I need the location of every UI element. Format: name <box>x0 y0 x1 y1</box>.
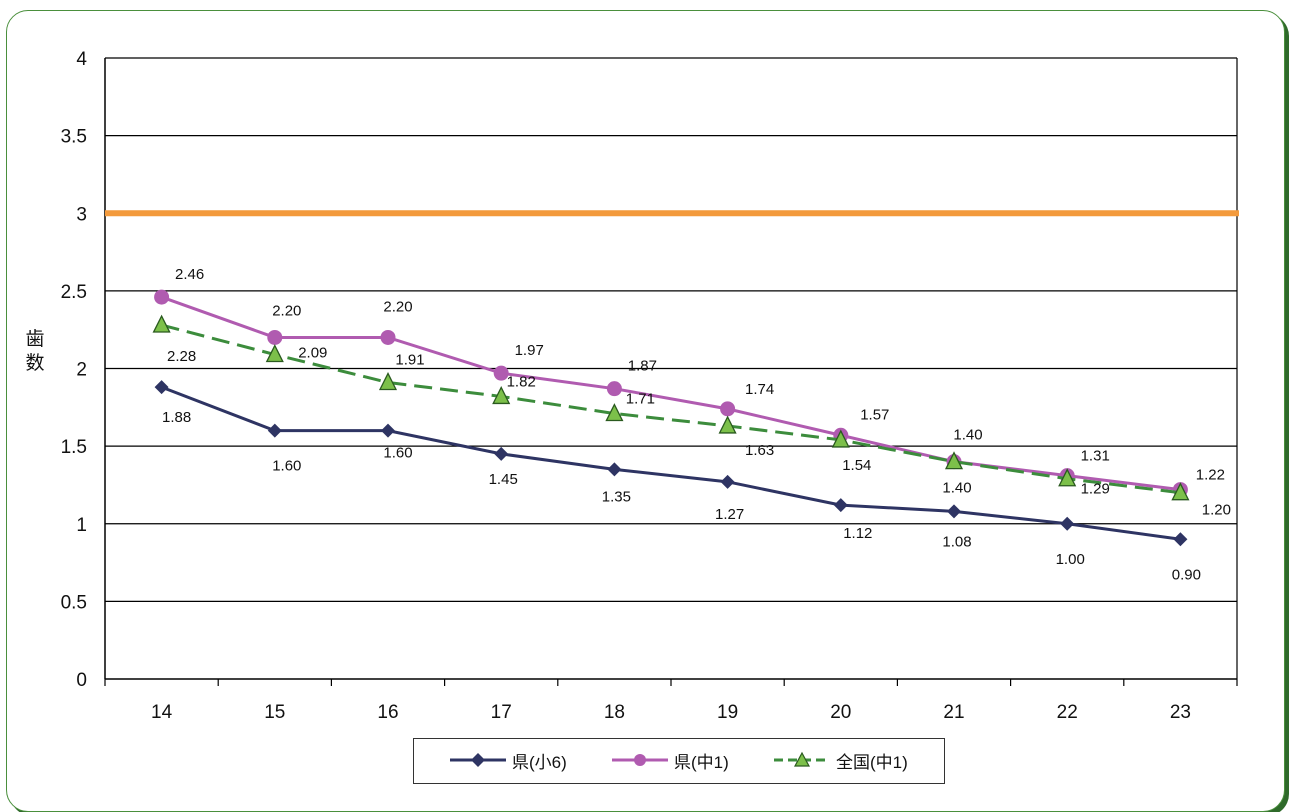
series-line-2 <box>161 323 1181 495</box>
data-label: 1.57 <box>860 406 889 423</box>
legend-label-1: 県(中1) <box>674 752 729 772</box>
legend-swatch-1 <box>612 754 668 766</box>
data-point <box>265 344 284 363</box>
y-tick-label: 1 <box>76 515 87 536</box>
y-tick-label: 0.5 <box>61 592 87 613</box>
x-tick-label: 23 <box>1170 702 1191 723</box>
data-label: 1.97 <box>515 342 544 359</box>
x-tick-label: 20 <box>830 702 851 723</box>
data-point <box>154 380 169 395</box>
x-tick-label: 16 <box>377 702 398 723</box>
data-label: 1.40 <box>942 480 971 497</box>
data-label: 1.63 <box>745 442 774 459</box>
data-label: 2.20 <box>383 298 412 315</box>
data-label: 1.08 <box>942 533 971 550</box>
data-point <box>720 474 735 489</box>
data-point <box>944 451 964 470</box>
y-tick-label: 2.5 <box>61 282 87 303</box>
data-point <box>154 289 170 305</box>
y-tick-label: 4 <box>76 49 87 70</box>
y-tick-label: 1.5 <box>61 437 87 458</box>
data-label: 1.20 <box>1202 502 1231 519</box>
y-tick-label: 2 <box>76 360 87 381</box>
data-label: 1.60 <box>383 445 412 462</box>
data-label: 2.09 <box>298 345 327 362</box>
x-tick-label: 17 <box>491 702 512 723</box>
data-point <box>152 314 171 333</box>
data-point <box>267 329 283 345</box>
legend-item-1: 県(中1) <box>610 749 729 772</box>
line-chart: 0 0.5 1 1.5 2 2.5 3 3.5 4 14 15 16 17 18 19 20 21 22 23 1.… <box>25 49 1239 723</box>
data-point <box>1173 532 1188 547</box>
data-point <box>606 381 622 397</box>
data-point <box>720 401 736 417</box>
legend-label-2: 全国(中1) <box>836 752 908 772</box>
data-label: 1.74 <box>745 381 774 398</box>
data-point <box>381 423 395 438</box>
data-label: 2.46 <box>175 266 204 283</box>
data-label: 1.71 <box>626 391 655 408</box>
data-point <box>718 415 737 434</box>
series-line-1 <box>161 295 1181 492</box>
data-point <box>833 498 848 513</box>
data-point <box>492 385 511 405</box>
data-label: 1.22 <box>1196 467 1225 484</box>
data-point <box>831 429 850 448</box>
legend-item-2: 全国(中1) <box>772 749 908 772</box>
data-label: 1.35 <box>602 488 631 505</box>
data-label: 1.45 <box>489 471 518 488</box>
data-point <box>1171 482 1190 501</box>
y-tick-label: 3 <box>76 204 87 225</box>
y-tick-label: 3.5 <box>61 127 87 148</box>
data-label: 1.40 <box>953 427 982 444</box>
data-label: 1.82 <box>507 373 536 390</box>
data-point <box>607 462 622 477</box>
data-point <box>1058 468 1077 487</box>
data-point <box>605 403 624 422</box>
data-label: 1.60 <box>272 458 301 475</box>
data-label: 0.90 <box>1172 566 1201 583</box>
data-label: 1.54 <box>842 457 871 474</box>
data-point <box>947 504 961 519</box>
x-tick-label: 18 <box>604 702 625 723</box>
data-point <box>378 372 398 391</box>
x-tick-label: 21 <box>943 702 964 723</box>
x-tick-label: 22 <box>1057 702 1078 723</box>
data-label: 1.87 <box>628 358 657 375</box>
data-label: 2.20 <box>272 302 301 319</box>
x-tick-label: 15 <box>264 702 285 723</box>
legend-swatch-0 <box>450 753 506 767</box>
data-label: 1.88 <box>162 409 191 426</box>
data-point <box>493 365 509 381</box>
legend-item-0: 県(小6) <box>448 749 567 772</box>
legend: 県(小6) 県(中1) 全国(中1) <box>413 738 945 784</box>
data-point <box>380 329 396 345</box>
y-axis-label: 歯数 <box>25 328 44 374</box>
legend-swatch-2 <box>774 751 830 767</box>
data-point <box>494 446 509 461</box>
data-point <box>267 423 282 438</box>
data-label: 1.12 <box>843 525 872 542</box>
x-tick-label: 19 <box>717 702 738 723</box>
data-point <box>1060 516 1075 531</box>
data-label: 1.91 <box>395 351 424 368</box>
data-label: 1.29 <box>1081 481 1110 498</box>
data-label: 2.28 <box>167 348 196 365</box>
data-label: 1.27 <box>715 506 744 523</box>
data-label: 1.31 <box>1081 448 1110 465</box>
legend-label-0: 県(小6) <box>512 752 567 772</box>
y-tick-label: 0 <box>76 670 87 691</box>
series-line-0 <box>161 385 1181 541</box>
data-label: 1.00 <box>1056 551 1085 568</box>
x-tick-label: 14 <box>151 702 173 723</box>
